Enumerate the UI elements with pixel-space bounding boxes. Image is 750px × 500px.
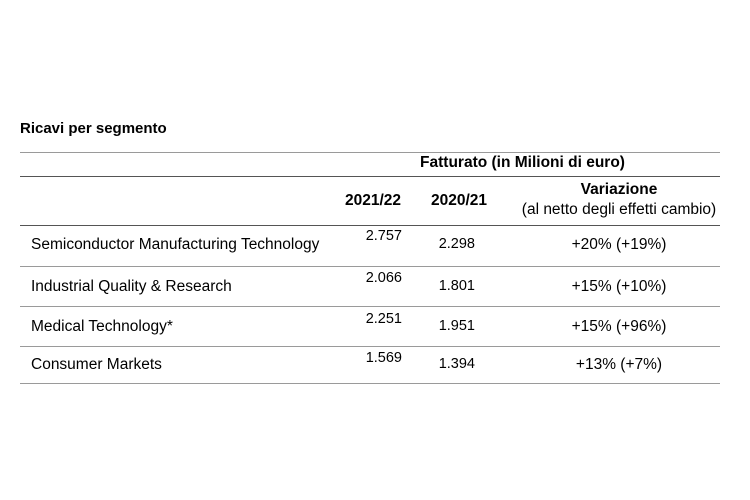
row-rule — [20, 346, 720, 347]
value-2020-21: 1.801 — [438, 278, 475, 294]
value-2021-22: 2.757 — [365, 228, 402, 244]
column-header-variation: Variazione (al netto degli effetti cambi… — [505, 181, 733, 219]
group-header: Fatturato (in Milioni di euro) — [420, 154, 625, 171]
segment-label: Consumer Markets — [31, 356, 162, 373]
variation-value: +20% (+19%) — [571, 236, 667, 253]
value-2020-21: 1.951 — [438, 318, 475, 334]
value-2021-22: 2.066 — [365, 270, 402, 286]
row-rule — [20, 266, 720, 267]
variation-value: +13% (+7%) — [575, 356, 663, 373]
column-header-2021-22: 2021/22 — [344, 192, 402, 209]
table-bottom-rule — [20, 383, 720, 384]
value-2021-22: 1.569 — [365, 350, 402, 366]
variation-note: (al netto degli effetti cambio) — [521, 201, 717, 218]
variation-value: +15% (+96%) — [571, 318, 667, 335]
header-bottom-rule — [20, 225, 720, 226]
value-2021-22: 2.251 — [365, 311, 402, 327]
value-2020-21: 1.394 — [438, 356, 475, 372]
segment-label: Industrial Quality & Research — [31, 278, 232, 295]
value-2020-21: 2.298 — [438, 236, 475, 252]
section-title: Ricavi per segmento — [20, 120, 167, 137]
variation-label: Variazione — [580, 181, 658, 198]
segment-label: Medical Technology* — [31, 318, 173, 335]
variation-value: +15% (+10%) — [571, 278, 667, 295]
column-header-2020-21: 2020/21 — [430, 192, 488, 209]
segment-label: Semiconductor Manufacturing Technology — [31, 236, 320, 253]
table-top-rule — [20, 152, 720, 153]
group-header-rule — [20, 176, 720, 177]
row-rule — [20, 306, 720, 307]
